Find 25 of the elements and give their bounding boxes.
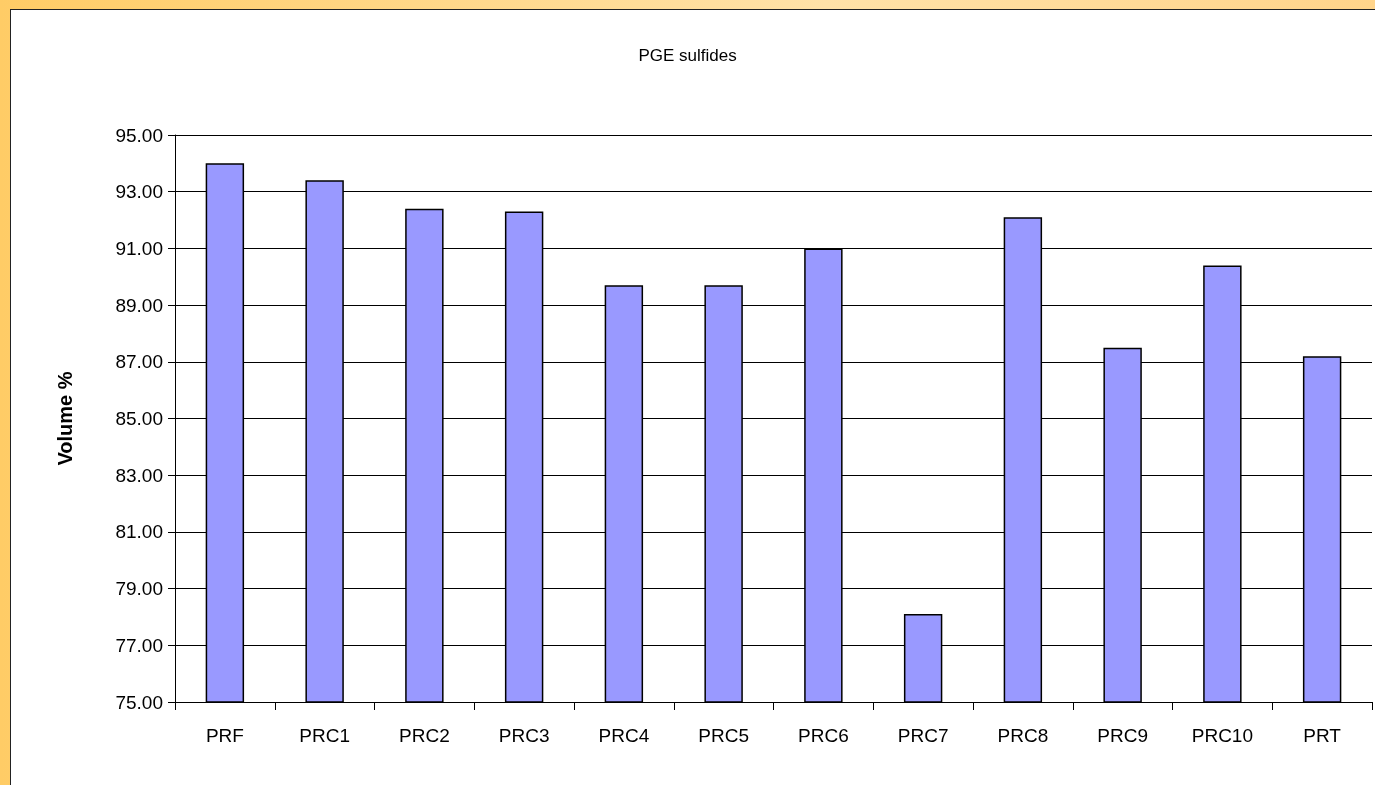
x-tick-label: PRC3 — [498, 725, 550, 746]
chart-title: PGE sulfides — [638, 46, 737, 65]
x-tick-label: PRT — [1303, 725, 1342, 746]
x-tick-label: PRC5 — [698, 725, 749, 746]
x-tick-label: PRC8 — [997, 725, 1049, 746]
y-tick-label: 91.00 — [115, 237, 163, 259]
x-tick-label: PRC9 — [1097, 725, 1148, 746]
y-tick-label: 81.00 — [115, 521, 163, 543]
y-tick-label: 75.00 — [115, 691, 163, 713]
y-tick-label: 85.00 — [115, 408, 163, 429]
x-tick-label: PRC1 — [299, 725, 350, 746]
y-tick-label: 87.00 — [115, 351, 163, 373]
x-tick-label: PRC2 — [399, 725, 450, 746]
y-tick-label: 93.00 — [115, 181, 163, 203]
x-tick-label: PRC4 — [598, 725, 650, 746]
y-tick-label: 95.00 — [115, 124, 163, 146]
y-tick-label: 89.00 — [115, 294, 163, 316]
y-tick-label: 79.00 — [115, 578, 163, 600]
x-tick-label: PRC6 — [798, 725, 849, 746]
y-tick-label: 83.00 — [115, 464, 163, 486]
y-axis-title: Volume % — [54, 371, 76, 466]
x-tick-label: PRF — [205, 725, 244, 746]
x-tick-label: PRC10 — [1191, 725, 1253, 746]
x-tick-label: PRC7 — [897, 725, 949, 746]
y-tick-label: 77.00 — [115, 634, 163, 656]
